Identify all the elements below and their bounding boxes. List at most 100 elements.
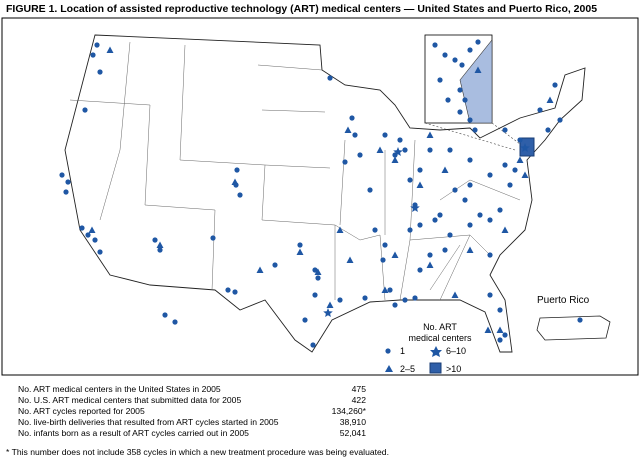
center-marker: [97, 249, 103, 255]
legend-symbol: [429, 362, 442, 374]
center-marker: [442, 247, 448, 253]
center-marker: [445, 97, 451, 103]
center-marker: [367, 187, 373, 193]
center-marker: [210, 235, 216, 241]
center-marker: [302, 317, 308, 323]
center-marker: [432, 217, 438, 223]
center-marker: [467, 157, 473, 163]
center-marker: [79, 225, 85, 231]
center-marker: [546, 96, 554, 103]
legend-title: medical centers: [408, 333, 472, 343]
center-marker: [392, 302, 398, 308]
center-marker: [237, 192, 243, 198]
stats-row: No. ART medical centers in the United St…: [18, 384, 366, 395]
stats-value: 422: [351, 395, 366, 405]
center-marker: [484, 326, 492, 333]
stats-label: No. infants born as a result of ART cycl…: [18, 428, 249, 438]
center-marker: [432, 42, 438, 48]
center-marker: [63, 189, 69, 195]
stats-label: No. ART cycles reported for 2005: [18, 406, 145, 416]
center-marker: [441, 166, 449, 173]
stats-row: No. U.S. ART medical centers that submit…: [18, 395, 366, 406]
stats-value: 38,910: [339, 417, 366, 427]
center-marker: [85, 232, 91, 238]
center-marker: [545, 127, 551, 133]
center-marker: [412, 295, 418, 301]
center-marker: [162, 312, 168, 318]
map-frame: [1, 17, 639, 376]
stats-value: 52,041: [339, 428, 366, 438]
center-marker: [90, 52, 96, 58]
center-marker: [502, 127, 508, 133]
center-marker: [466, 246, 474, 253]
center-marker: [312, 267, 318, 273]
center-marker: [92, 237, 98, 243]
legend-title: No. ART: [423, 322, 457, 332]
center-marker: [457, 87, 463, 93]
center-marker: [437, 212, 443, 218]
center-marker: [502, 162, 508, 168]
us-outline: [64, 34, 586, 353]
center-marker: [507, 182, 513, 188]
center-marker: [349, 115, 355, 121]
center-marker: [152, 237, 158, 243]
center-marker: [462, 197, 468, 203]
center-marker: [487, 252, 493, 258]
figure-title: FIGURE 1. Location of assisted reproduct…: [6, 3, 598, 15]
center-marker: [467, 117, 473, 123]
center-marker: [256, 266, 264, 273]
center-marker: [442, 52, 448, 58]
center-marker: [82, 107, 88, 113]
center-marker: [417, 222, 423, 228]
center-marker: [342, 159, 348, 165]
center-marker: [94, 42, 100, 48]
center-marker: [314, 268, 322, 275]
center-marker: [517, 137, 523, 143]
stats-label: No. U.S. ART medical centers that submit…: [18, 395, 242, 405]
center-marker: [557, 117, 563, 123]
center-marker: [496, 326, 504, 333]
center-marker: [376, 146, 384, 153]
center-marker: [234, 167, 240, 173]
center-marker: [382, 242, 388, 248]
center-marker: [97, 69, 103, 75]
center-marker: [337, 297, 343, 303]
legend-item: >10: [446, 364, 461, 374]
legend-item: 2–5: [400, 364, 415, 374]
center-marker: [59, 172, 65, 178]
center-marker: [577, 317, 583, 323]
center-marker: [487, 292, 493, 298]
stats-row: No. live-birth deliveries that resulted …: [18, 417, 366, 428]
legend-item: 1: [400, 346, 405, 356]
center-marker: [487, 172, 493, 178]
center-marker: [380, 257, 386, 263]
center-marker: [397, 137, 403, 143]
legend-symbol: [430, 346, 442, 357]
center-marker: [296, 248, 304, 255]
center-marker: [88, 226, 96, 233]
center-marker: [447, 232, 453, 238]
center-marker: [427, 252, 433, 258]
center-marker: [537, 107, 543, 113]
center-marker: [106, 46, 114, 53]
center-marker: [520, 143, 530, 152]
state-lines: [69, 41, 521, 301]
puerto-rico-outline: [536, 315, 611, 341]
center-marker: [552, 82, 558, 88]
legend-symbol: [385, 365, 393, 372]
center-marker: [467, 182, 473, 188]
stats-row: No. ART cycles reported for 2005 134,260*: [18, 406, 366, 417]
center-marker: [516, 156, 524, 163]
center-marker: [393, 147, 403, 156]
center-marker: [407, 177, 413, 183]
center-marker: [472, 127, 478, 133]
center-marker: [459, 62, 465, 68]
center-marker: [391, 251, 399, 258]
center-marker: [346, 256, 354, 263]
center-marker: [447, 147, 453, 153]
center-marker: [402, 147, 408, 153]
center-marker: [372, 227, 378, 233]
center-marker: [451, 291, 459, 298]
center-marker: [497, 207, 503, 213]
